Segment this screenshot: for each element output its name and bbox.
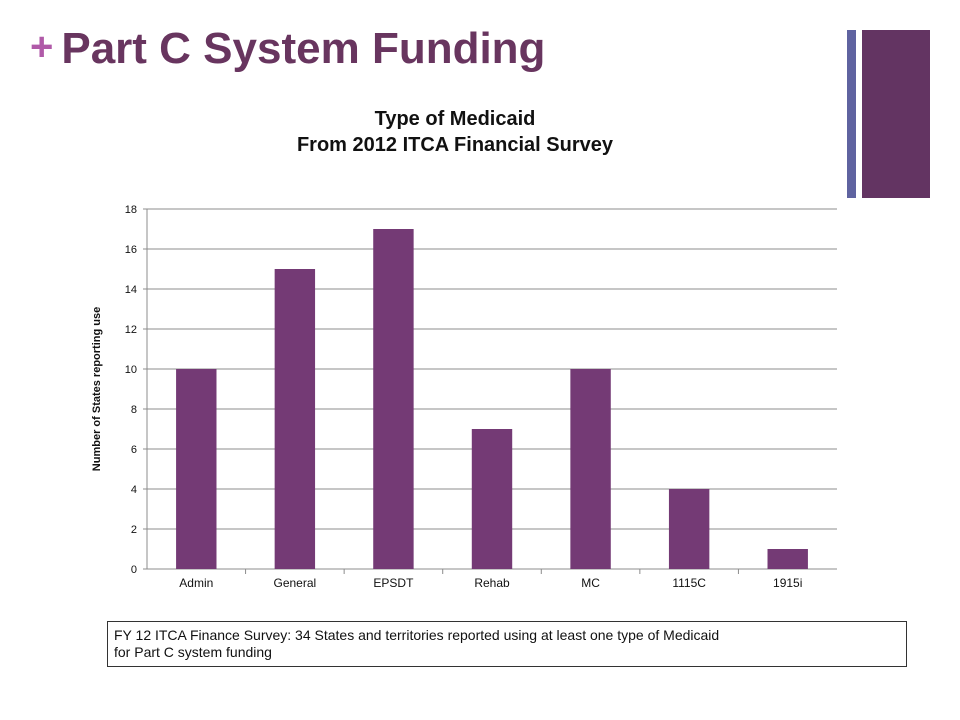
y-tick-label: 4 <box>131 484 137 496</box>
chart-title-line-2: From 2012 ITCA Financial Survey <box>296 134 614 156</box>
accent-bar-thin <box>847 30 856 198</box>
y-tick-label: 12 <box>125 324 137 336</box>
survey-note: FY 12 ITCA Finance Survey: 34 States and… <box>107 621 907 667</box>
plus-icon: + <box>30 25 54 69</box>
bar-epsdt <box>373 229 414 569</box>
bar-1115c <box>668 489 710 569</box>
x-tick-label: 1115C <box>672 576 706 590</box>
bar-admin <box>176 369 217 569</box>
x-tick-label: 1915i <box>773 576 802 590</box>
y-tick-label: 10 <box>125 364 137 376</box>
x-tick-label: EPSDT <box>373 576 414 590</box>
y-tick-label: 18 <box>125 204 137 216</box>
survey-note-line-1: FY 12 ITCA Finance Survey: 34 States and… <box>114 627 720 643</box>
bar-rehab <box>471 429 513 569</box>
accent-bar-thick <box>862 30 930 198</box>
y-tick-label: 16 <box>125 244 137 256</box>
y-tick-label: 6 <box>131 444 137 456</box>
survey-note-line-2: for Part C system funding <box>114 644 272 660</box>
chart-title-line-1: Type of Medicaid <box>374 108 536 130</box>
y-tick-label: 14 <box>125 284 137 296</box>
bar-general <box>274 269 316 569</box>
x-tick-label: Admin <box>179 576 213 590</box>
x-tick-label: MC <box>581 576 600 590</box>
bar-1915i <box>767 549 808 569</box>
y-tick-label: 8 <box>131 404 137 416</box>
chart-title: Type of Medicaid From 2012 ITCA Financia… <box>150 106 760 158</box>
slide-title-text: Part C System Funding <box>61 24 546 73</box>
y-tick-label: 0 <box>131 564 137 576</box>
x-tick-label: Rehab <box>474 576 510 590</box>
bar-mc <box>570 369 611 569</box>
y-tick-label: 2 <box>131 524 137 536</box>
y-axis-title: Number of States reporting use <box>91 307 103 471</box>
slide-title: + Part C System Funding <box>30 24 545 74</box>
x-tick-label: General <box>274 576 317 590</box>
bar-chart: 0 2 4 6 8 10 12 14 16 18 Admin General EPSDT Rehab MC 1… <box>91 204 837 590</box>
